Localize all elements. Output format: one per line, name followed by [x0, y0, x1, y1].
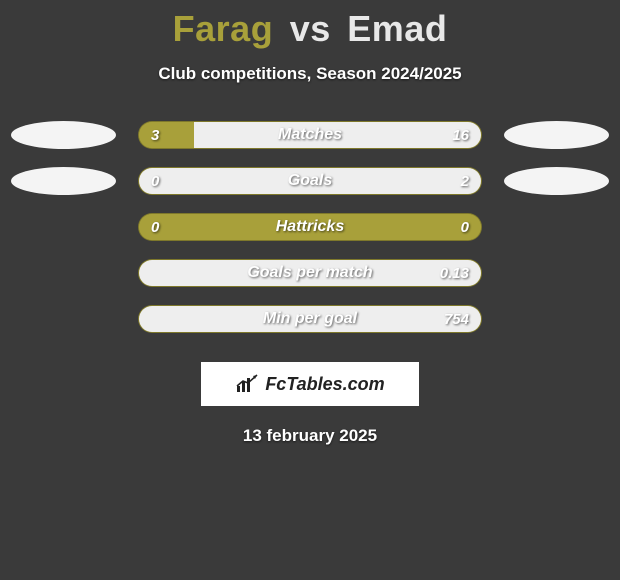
stat-bar: 00Hattricks	[138, 213, 482, 241]
stat-bar: 316Matches	[138, 121, 482, 149]
comparison-title: Farag vs Emad	[0, 0, 620, 50]
logo-text: FcTables.com	[265, 374, 384, 395]
stat-row: 754Min per goal	[0, 296, 620, 342]
stat-bar: 0.13Goals per match	[138, 259, 482, 287]
subtitle: Club competitions, Season 2024/2025	[0, 64, 620, 84]
date-text: 13 february 2025	[0, 426, 620, 446]
team-badge-right	[504, 167, 609, 195]
stat-bar: 02Goals	[138, 167, 482, 195]
title-vs: vs	[290, 8, 331, 49]
stat-row: 316Matches	[0, 112, 620, 158]
team-badge-left	[11, 121, 116, 149]
stat-row: 02Goals	[0, 158, 620, 204]
stat-row: 00Hattricks	[0, 204, 620, 250]
player2-name: Emad	[347, 8, 447, 49]
bar-fill-left	[139, 122, 194, 148]
stat-row: 0.13Goals per match	[0, 250, 620, 296]
bar-fill-left	[139, 214, 481, 240]
team-badge-left	[11, 167, 116, 195]
team-badge-right	[504, 121, 609, 149]
stats-container: 316Matches 02Goals 00Hattricks 0.13Goals pe…	[0, 112, 620, 342]
logo-box: FcTables.com	[201, 362, 419, 406]
player1-name: Farag	[173, 8, 274, 49]
chart-icon	[235, 374, 259, 394]
bar-fill-right	[139, 306, 481, 332]
stat-bar: 754Min per goal	[138, 305, 482, 333]
bar-fill-right	[139, 168, 481, 194]
bar-fill-right	[194, 122, 481, 148]
bar-fill-right	[139, 260, 481, 286]
